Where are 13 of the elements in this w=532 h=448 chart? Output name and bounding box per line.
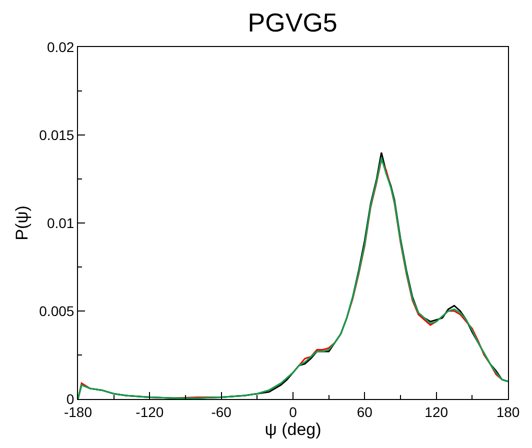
x-axis-title: ψ (deg) — [264, 420, 322, 440]
y-tick-label: 0.01 — [46, 214, 74, 231]
x-tick-label: -60 — [211, 404, 232, 420]
x-tick-label: 0 — [289, 404, 298, 420]
chart-title: PGVG5 — [248, 8, 338, 38]
x-tick-label: 120 — [424, 404, 448, 420]
y-tick-label: 0.015 — [39, 126, 74, 143]
x-tick-label: 60 — [356, 404, 373, 420]
x-tick-label: 180 — [496, 404, 520, 420]
y-tick-label: 0.02 — [46, 38, 74, 55]
x-tick-label: -120 — [136, 404, 164, 420]
y-tick-label: 0.005 — [39, 302, 74, 319]
y-axis-title: P(ψ) — [12, 206, 32, 240]
